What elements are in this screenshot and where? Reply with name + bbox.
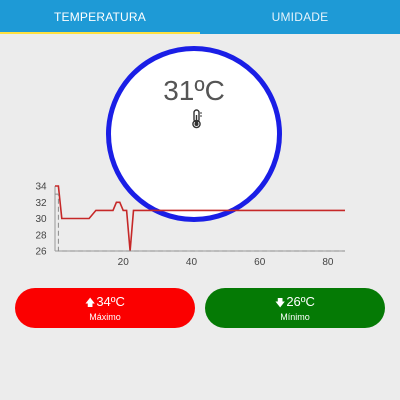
- temperature-chart: 26 28 30 32 34 20 40 60 80: [35, 182, 345, 268]
- baseline-line: [55, 193, 345, 252]
- max-label: Máximo: [89, 312, 121, 322]
- max-value-text: 34ºC: [96, 294, 125, 309]
- y-tick-label: 26: [35, 247, 47, 258]
- x-tick-label: 60: [254, 257, 266, 268]
- min-temperature-value: 🡇26ºC: [205, 294, 385, 313]
- max-temperature-value: 🡅34ºC: [15, 294, 195, 313]
- tab-bar: TEMPERATURA UMIDADE: [0, 0, 400, 34]
- active-tab-indicator: [0, 32, 200, 34]
- y-tick-label: 28: [35, 230, 47, 241]
- x-tick-label: 20: [118, 257, 130, 268]
- min-temperature-button[interactable]: 🡇26ºC Mínimo: [205, 288, 385, 328]
- arrow-up-icon: 🡅: [85, 298, 96, 309]
- min-value-text: 26ºC: [286, 294, 315, 309]
- arrow-down-icon: 🡇: [275, 298, 286, 309]
- y-tick-label: 32: [35, 198, 47, 209]
- temperature-line: [55, 185, 345, 252]
- temperature-dial: 31ºC: [106, 46, 282, 222]
- max-temperature-button[interactable]: 🡅34ºC Máximo: [15, 288, 195, 328]
- tab-temperatura[interactable]: TEMPERATURA: [0, 0, 200, 34]
- tab-temperatura-label: TEMPERATURA: [54, 10, 146, 24]
- y-tick-label: 30: [35, 214, 47, 225]
- current-temperature: 31ºC: [163, 75, 225, 106]
- x-tick-label: 80: [322, 257, 334, 268]
- tab-umidade-label: UMIDADE: [271, 10, 329, 24]
- thermometer-icon: [192, 109, 202, 129]
- x-tick-label: 40: [186, 257, 198, 268]
- min-label: Mínimo: [280, 312, 310, 322]
- tab-umidade[interactable]: UMIDADE: [200, 0, 400, 34]
- y-tick-label: 34: [35, 182, 47, 193]
